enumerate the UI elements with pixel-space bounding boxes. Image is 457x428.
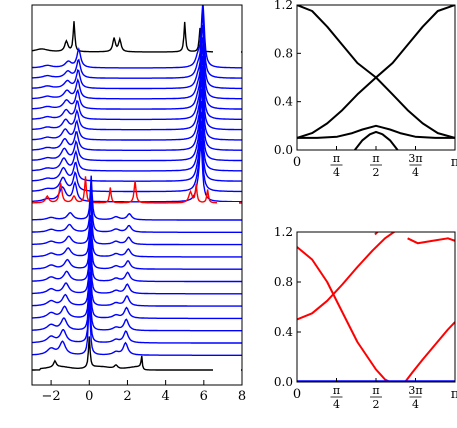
panel-i-x-tick-label: −2	[42, 389, 61, 404]
curve-bulk-upper	[32, 76, 242, 141]
y-tick-label: 0.0	[274, 143, 293, 157]
panel-ii-curves	[297, 5, 455, 150]
tick-label: 0	[293, 387, 301, 402]
curve-bulk-upper	[32, 130, 242, 193]
panel-i-x-tick-label: 6	[200, 389, 208, 404]
tick-label: π	[451, 155, 457, 170]
curve-bulk-upper	[32, 65, 242, 131]
curve-bulk-lower	[32, 214, 242, 258]
tick-label-numerator: π	[333, 152, 340, 165]
tick-label-denominator: 2	[372, 398, 379, 411]
band-curve	[354, 130, 399, 150]
curve-bulk-upper	[32, 46, 242, 110]
panel-i-x-tick-label: 2	[123, 389, 131, 404]
curve-bulk-upper	[32, 36, 242, 100]
annotation-ac-bottom-bg	[213, 364, 241, 382]
panel-i: −2 0 2 4 6 8	[31, 4, 246, 404]
curve-bulk-lower	[32, 298, 242, 356]
curve-bulk-upper	[32, 100, 242, 162]
y-tick-label: 0.0	[274, 375, 293, 389]
y-tick-label: 0.4	[274, 325, 293, 339]
band-curve	[374, 232, 379, 236]
curve-bulk-lower	[32, 243, 242, 295]
y-tick-label: 1.2	[274, 0, 293, 12]
tick-label-denominator: 4	[412, 398, 419, 411]
y-tick-label: 1.2	[274, 225, 293, 239]
curve-bulk-lower	[32, 222, 242, 270]
panel-i-curves	[32, 5, 242, 371]
y-tick-label: 0.4	[274, 95, 293, 109]
curve-bulk-lower	[32, 187, 242, 233]
panel-i-x-ticks: −2 0 2 4 6 8	[42, 380, 246, 404]
y-tick-label: 0.8	[274, 275, 293, 289]
curve-ac-top	[32, 21, 242, 53]
band-curve	[297, 5, 455, 139]
curve-bulk-lower	[32, 175, 242, 221]
curve-bulk-lower	[32, 280, 242, 332]
curve-bulk-lower	[32, 271, 242, 320]
tick-label-denominator: 2	[372, 166, 379, 179]
y-tick-label: 0.8	[274, 46, 293, 60]
curve-bulk-lower	[32, 201, 242, 246]
tick-label-numerator: π	[333, 384, 340, 397]
curve-bulk-upper	[32, 12, 242, 79]
panel-i-x-tick-label: 4	[161, 389, 169, 404]
curve-bulk-upper	[32, 88, 242, 151]
curve-bulk-lower	[32, 288, 242, 344]
panel-iii-curves	[297, 232, 455, 382]
band-curve	[297, 232, 396, 321]
tick-label: 0	[293, 155, 301, 170]
band-curve	[407, 237, 455, 245]
curve-bulk-upper	[32, 55, 242, 121]
curve-ac-bottom	[32, 336, 242, 371]
band-curve	[297, 246, 391, 382]
panel-i-x-tick-label: 8	[238, 389, 246, 404]
annotation-ac-top-bg	[213, 36, 241, 53]
annotation-b-bg	[217, 202, 239, 218]
tick-label: π	[451, 387, 457, 402]
tick-label-numerator: π	[372, 152, 379, 165]
curve-bulk-lower	[32, 256, 242, 307]
curve-bulk-upper	[32, 120, 242, 182]
panel-i-frame	[31, 4, 243, 386]
curve-interface-b	[32, 176, 242, 204]
curve-bulk-upper	[32, 24, 242, 90]
tick-label-denominator: 4	[333, 398, 340, 411]
tick-label-denominator: 4	[333, 166, 340, 179]
band-curve	[297, 124, 455, 139]
curve-bulk-upper	[32, 111, 242, 172]
curve-bulk-upper	[32, 5, 242, 69]
tick-label-numerator: 3π	[408, 152, 422, 165]
band-curve	[297, 5, 455, 139]
tick-label-numerator: 3π	[408, 384, 422, 397]
panel-i-x-tick-label: 0	[85, 389, 93, 404]
curve-bulk-lower	[32, 231, 242, 283]
tick-label-numerator: π	[372, 384, 379, 397]
band-curve	[404, 321, 455, 382]
tick-label-denominator: 4	[412, 166, 419, 179]
